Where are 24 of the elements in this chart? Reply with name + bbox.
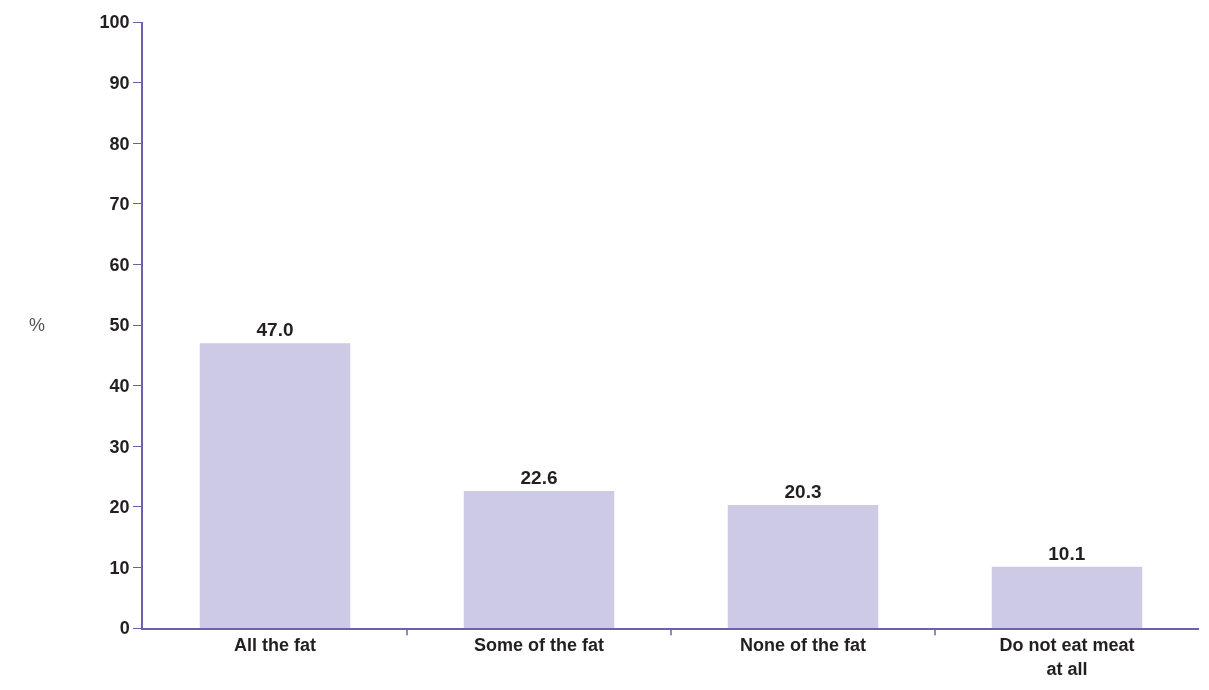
bar — [991, 566, 1143, 628]
bar — [727, 504, 879, 628]
x-tick-label: All the fat — [233, 635, 317, 656]
y-tick-label: 90 — [109, 72, 130, 93]
y-axis-title: % — [29, 315, 46, 335]
x-tick-label: Some of the fat — [473, 635, 605, 656]
y-tick-label: 80 — [109, 133, 130, 154]
data-label: 10.1 — [1048, 542, 1086, 564]
y-tick-label: 50 — [109, 315, 130, 336]
y-tick-label: 0 — [119, 618, 130, 639]
data-label: 22.6 — [520, 467, 558, 489]
bar — [463, 491, 615, 628]
data-label: 20.3 — [784, 480, 822, 502]
y-tick-label: 40 — [109, 375, 130, 396]
y-tick-label: 20 — [109, 497, 130, 518]
y-tick-label: 60 — [109, 254, 130, 275]
y-tick-label: 30 — [109, 436, 130, 457]
x-tick-label: Do not eat meat at all — [999, 635, 1135, 679]
y-tick-label: 70 — [109, 194, 130, 215]
y-tick-label: 100 — [99, 12, 130, 33]
y-tick-label: 10 — [109, 557, 130, 578]
bar — [199, 343, 351, 628]
x-tick-label: None of the fat — [740, 635, 866, 656]
data-label: 47.0 — [256, 319, 294, 341]
